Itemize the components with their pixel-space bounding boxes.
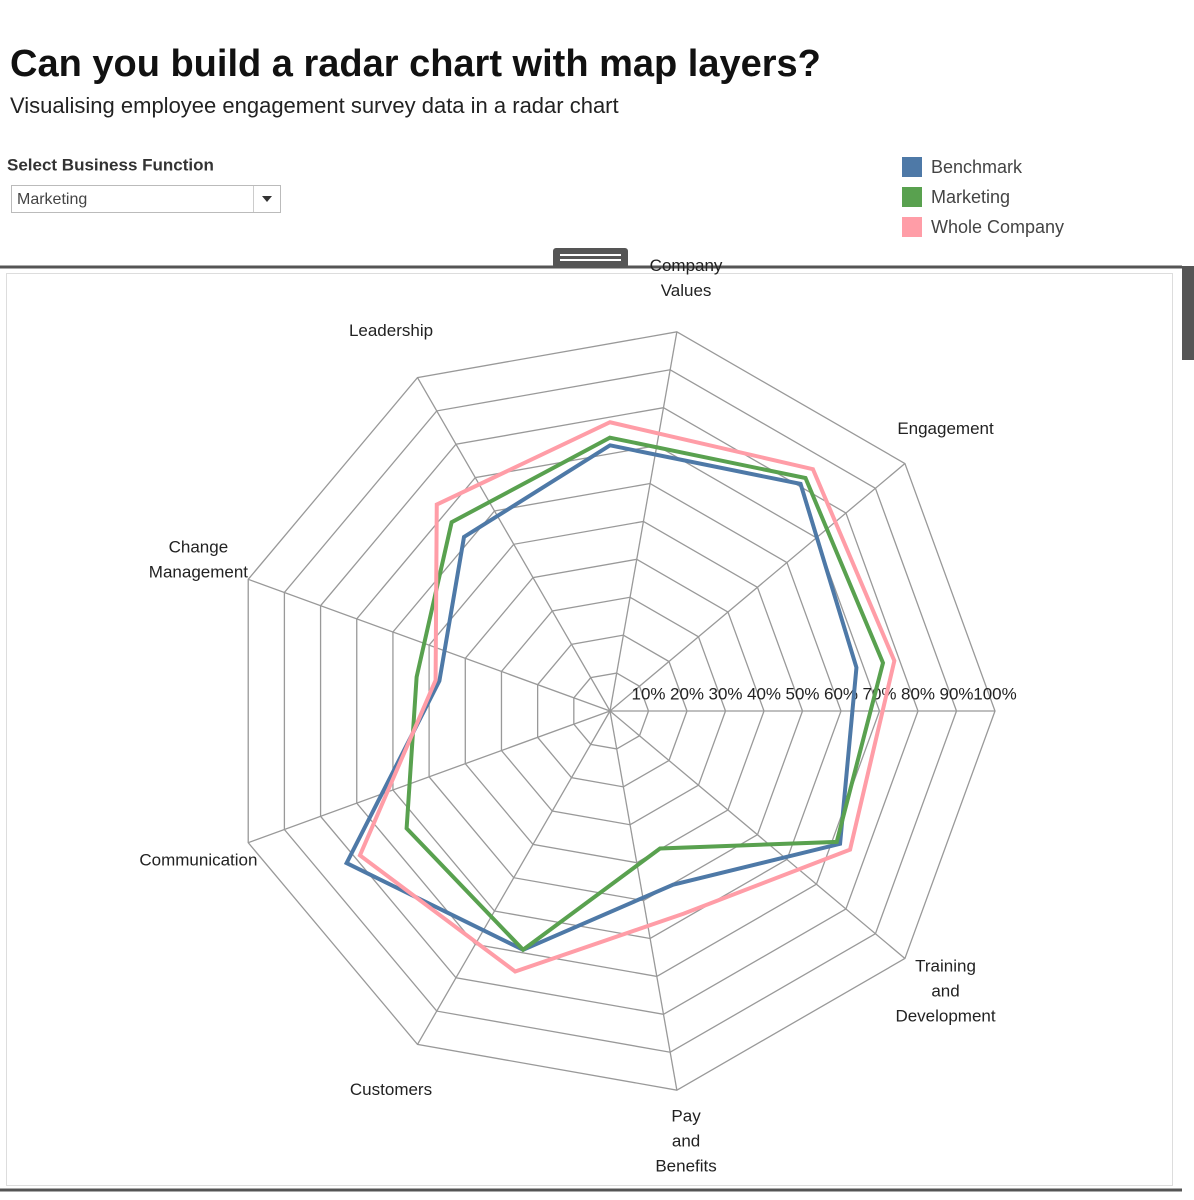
category-label: Communication — [139, 850, 257, 869]
grid-ring — [500, 596, 727, 826]
legend-label: Benchmark — [931, 157, 1023, 177]
grid-ring — [464, 558, 765, 864]
r-tick-label: 40% — [747, 684, 781, 703]
dropdown-value[interactable]: Marketing — [17, 191, 87, 208]
category-label: Change Management — [149, 538, 249, 582]
grid-ring — [247, 331, 996, 1091]
r-tick-label: 20% — [670, 684, 704, 703]
category-label: Customers — [350, 1080, 432, 1099]
legend-swatch — [902, 217, 922, 237]
series-line — [404, 435, 886, 953]
category-label: Company Values — [650, 257, 723, 301]
r-tick-label: 70% — [862, 684, 896, 703]
r-tick-label: 30% — [708, 684, 742, 703]
grid-ring — [428, 520, 804, 902]
subtitle: Visualising employee engagement survey d… — [10, 93, 619, 118]
dropdown-box[interactable] — [11, 185, 281, 213]
toolbar[interactable] — [1182, 266, 1194, 360]
legend-swatch — [902, 187, 922, 207]
r-tick-label: 100% — [973, 684, 1016, 703]
r-tick-label: 60% — [824, 684, 858, 703]
r-tick-label: 80% — [901, 684, 935, 703]
grid-ring — [392, 482, 842, 940]
r-tick-label: 10% — [631, 684, 665, 703]
grid-ring — [536, 634, 688, 788]
r-tick-label: 90% — [939, 684, 973, 703]
legend-label: Marketing — [931, 187, 1010, 207]
series-line — [343, 443, 859, 952]
filter-label: Select Business Function — [7, 155, 214, 174]
chart-frame — [6, 273, 1173, 1186]
title: Can you build a radar chart with map lay… — [10, 43, 821, 85]
category-label: Training and Development — [895, 957, 995, 1026]
legend-label: Whole Company — [931, 217, 1064, 237]
category-label: Leadership — [349, 321, 433, 340]
legend-swatch — [902, 157, 922, 177]
grid-ring — [319, 406, 919, 1016]
series-line — [357, 420, 897, 974]
category-label: Pay and Benefits — [655, 1107, 716, 1176]
grid-ring — [356, 444, 881, 978]
dropdown[interactable]: Marketing — [11, 185, 281, 213]
grid-ring — [573, 672, 650, 750]
category-label: Engagement — [897, 419, 994, 438]
resize-handle[interactable] — [553, 248, 628, 268]
r-tick-label: 50% — [785, 684, 819, 703]
dropdown-arrow[interactable] — [262, 196, 272, 202]
grid-ring — [283, 369, 958, 1053]
